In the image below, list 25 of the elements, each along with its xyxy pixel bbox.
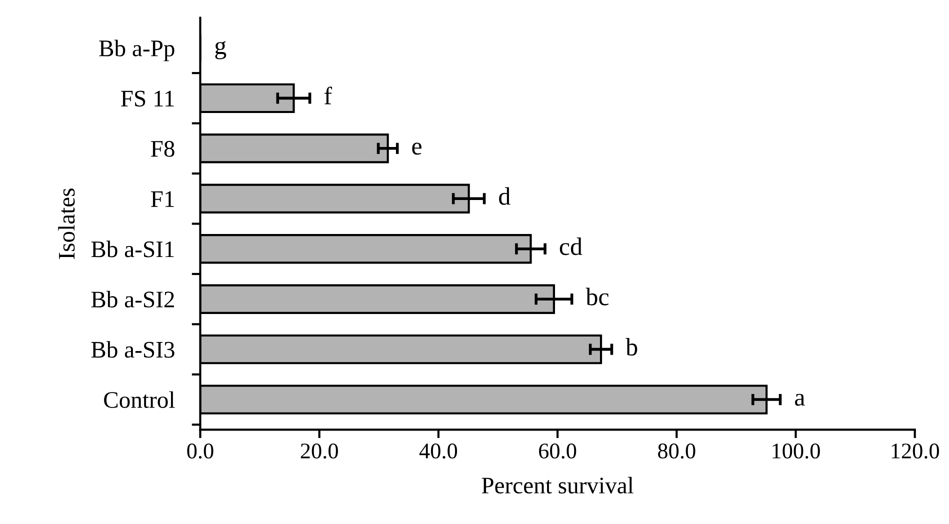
y-tick-label: F1	[150, 191, 174, 207]
y-tick-label: Bb a-SI3	[91, 341, 174, 358]
x-tick-label: 0.0	[187, 444, 214, 459]
x-tick-label: 80.0	[658, 444, 696, 459]
annotation: d	[499, 187, 510, 205]
x-tick-label: 100.0	[772, 444, 820, 459]
annotation: a	[795, 394, 805, 406]
annotation: g	[215, 41, 226, 60]
x-axis-title: Percent survival	[482, 476, 634, 494]
annotation: b	[626, 338, 638, 356]
y-tick-label: Bb a-SI1	[91, 240, 174, 258]
x-tick-label: 20.0	[300, 444, 338, 459]
y-tick-label: F8	[150, 140, 174, 157]
annotation: bc	[586, 288, 609, 306]
x-tick-label: 60.0	[539, 444, 576, 459]
y-tick-label: FS 11	[121, 90, 174, 107]
annotation: f	[324, 86, 332, 104]
y-tick-label: Bb a-SI2	[91, 290, 174, 308]
x-tick-label: 120.0	[892, 444, 939, 459]
annotation: cd	[560, 238, 582, 256]
y-tick-label: Control	[104, 391, 175, 408]
x-tick-label: 40.0	[419, 444, 458, 459]
y-axis-title: Isolates	[58, 188, 75, 259]
y-tick-label: Bb a-Pp	[99, 40, 174, 62]
annotation: e	[412, 142, 422, 155]
